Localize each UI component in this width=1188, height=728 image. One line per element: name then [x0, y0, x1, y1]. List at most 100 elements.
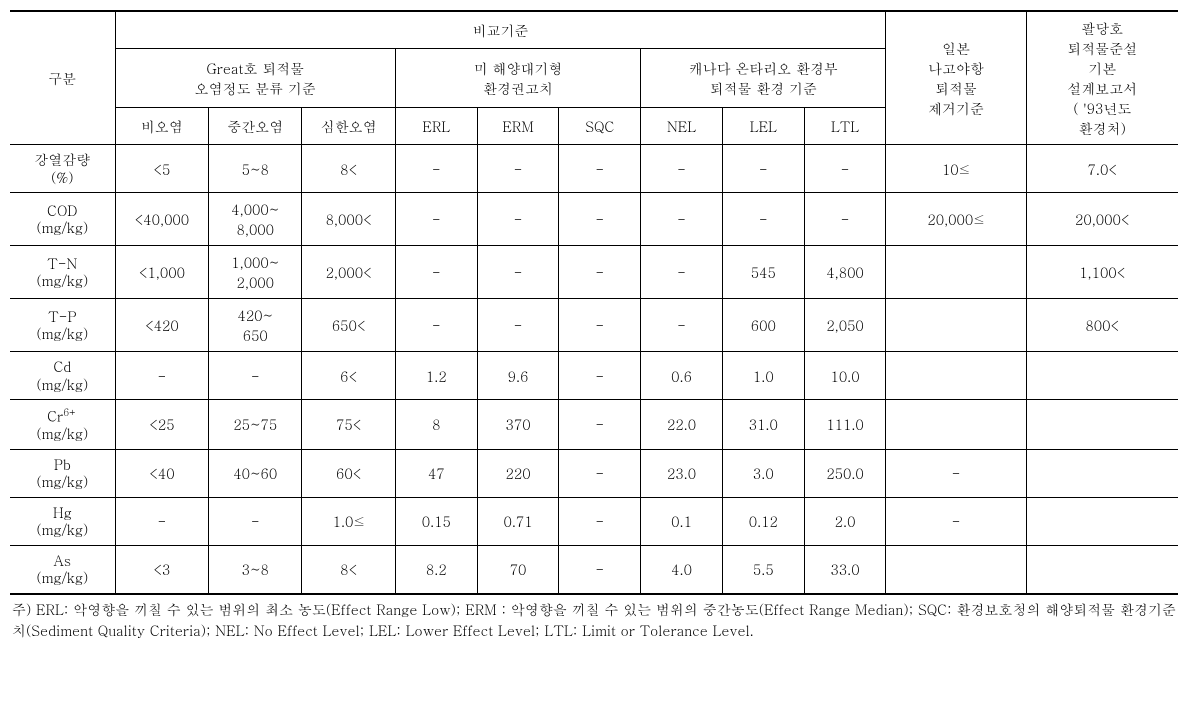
- table-cell: <25: [115, 400, 208, 450]
- header-us-0: ERL: [395, 108, 477, 145]
- table-cell: [1026, 545, 1178, 594]
- table-cell: -: [641, 193, 723, 246]
- table-cell: 0.12: [722, 497, 804, 545]
- table-cell: 0.15: [395, 497, 477, 545]
- table-cell: 545: [722, 246, 804, 299]
- table-cell: 600: [722, 299, 804, 352]
- table-cell: 0.6: [641, 352, 723, 400]
- header-great-0: 비오염: [115, 108, 208, 145]
- table-cell: 33.0: [804, 545, 886, 594]
- table-cell: 31.0: [722, 400, 804, 450]
- param-label: Cd(mg/kg): [10, 352, 115, 400]
- table-cell: 9.6: [477, 352, 559, 400]
- criteria-table: 구분 비교기준 일본나고야항퇴적물제거기준 팔당호퇴적물준설기본설계보고서( '…: [10, 10, 1178, 595]
- table-cell: [1026, 497, 1178, 545]
- header-gubun: 구분: [10, 11, 115, 145]
- param-label: 강열감량(%): [10, 145, 115, 193]
- table-cell: 3~8: [209, 545, 302, 594]
- table-cell: 5~8: [209, 145, 302, 193]
- table-cell: 22.0: [641, 400, 723, 450]
- table-cell: 8<: [302, 545, 395, 594]
- table-cell: 25~75: [209, 400, 302, 450]
- table-cell: <3: [115, 545, 208, 594]
- table-cell: <40,000: [115, 193, 208, 246]
- table-cell: [1026, 400, 1178, 450]
- table-cell: 75<: [302, 400, 395, 450]
- header-canada-2: LTL: [804, 108, 886, 145]
- table-cell: -: [395, 246, 477, 299]
- table-cell: -: [804, 193, 886, 246]
- table-cell: 23.0: [641, 449, 723, 497]
- param-label: Cr6+(mg/kg): [10, 400, 115, 450]
- table-cell: 5.5: [722, 545, 804, 594]
- table-cell: <5: [115, 145, 208, 193]
- table-cell: 370: [477, 400, 559, 450]
- table-cell: [886, 545, 1026, 594]
- table-cell: -: [559, 352, 641, 400]
- table-cell: -: [559, 497, 641, 545]
- table-cell: 1,000~2,000: [209, 246, 302, 299]
- table-cell: -: [395, 299, 477, 352]
- table-cell: [886, 246, 1026, 299]
- table-cell: 3.0: [722, 449, 804, 497]
- table-cell: -: [641, 299, 723, 352]
- param-label: COD(mg/kg): [10, 193, 115, 246]
- param-label: T-N(mg/kg): [10, 246, 115, 299]
- table-cell: 0.1: [641, 497, 723, 545]
- header-compare: 비교기준: [115, 11, 886, 48]
- table-cell: 70: [477, 545, 559, 594]
- table-cell: -: [886, 449, 1026, 497]
- table-cell: -: [559, 400, 641, 450]
- table-cell: 6<: [302, 352, 395, 400]
- table-cell: 4,000~8,000: [209, 193, 302, 246]
- header-us: 미 해양대기형환경권고치: [395, 48, 640, 107]
- table-cell: -: [477, 246, 559, 299]
- table-cell: <420: [115, 299, 208, 352]
- table-cell: -: [886, 497, 1026, 545]
- table-cell: 7.0<: [1026, 145, 1178, 193]
- table-cell: 800<: [1026, 299, 1178, 352]
- table-cell: -: [722, 145, 804, 193]
- table-cell: -: [395, 145, 477, 193]
- table-cell: -: [115, 352, 208, 400]
- table-cell: [886, 352, 1026, 400]
- header-us-2: SQC: [559, 108, 641, 145]
- table-cell: -: [559, 193, 641, 246]
- header-great: Great호 퇴적물오염정도 분류 기준: [115, 48, 395, 107]
- table-cell: -: [477, 193, 559, 246]
- table-cell: -: [559, 545, 641, 594]
- table-cell: 2.0: [804, 497, 886, 545]
- table-cell: 10≤: [886, 145, 1026, 193]
- table-cell: -: [804, 145, 886, 193]
- table-cell: 47: [395, 449, 477, 497]
- table-cell: 1.0: [722, 352, 804, 400]
- table-cell: 0.71: [477, 497, 559, 545]
- table-cell: -: [209, 497, 302, 545]
- table-cell: <1,000: [115, 246, 208, 299]
- table-cell: -: [641, 246, 723, 299]
- table-cell: 60<: [302, 449, 395, 497]
- table-cell: 2,000<: [302, 246, 395, 299]
- table-cell: 20,000<: [1026, 193, 1178, 246]
- table-cell: 2,050: [804, 299, 886, 352]
- table-cell: 650<: [302, 299, 395, 352]
- table-cell: 8<: [302, 145, 395, 193]
- table-cell: 10.0: [804, 352, 886, 400]
- table-cell: -: [115, 497, 208, 545]
- table-cell: 8: [395, 400, 477, 450]
- table-cell: -: [209, 352, 302, 400]
- table-cell: 20,000≤: [886, 193, 1026, 246]
- table-cell: 1.2: [395, 352, 477, 400]
- table-cell: 8,000<: [302, 193, 395, 246]
- table-cell: -: [641, 145, 723, 193]
- table-cell: -: [559, 299, 641, 352]
- header-us-1: ERM: [477, 108, 559, 145]
- table-cell: 40~60: [209, 449, 302, 497]
- table-cell: 111.0: [804, 400, 886, 450]
- table-cell: 4.0: [641, 545, 723, 594]
- table-cell: -: [477, 299, 559, 352]
- table-cell: -: [477, 145, 559, 193]
- header-canada-0: NEL: [641, 108, 723, 145]
- table-cell: -: [395, 193, 477, 246]
- header-great-2: 심한오염: [302, 108, 395, 145]
